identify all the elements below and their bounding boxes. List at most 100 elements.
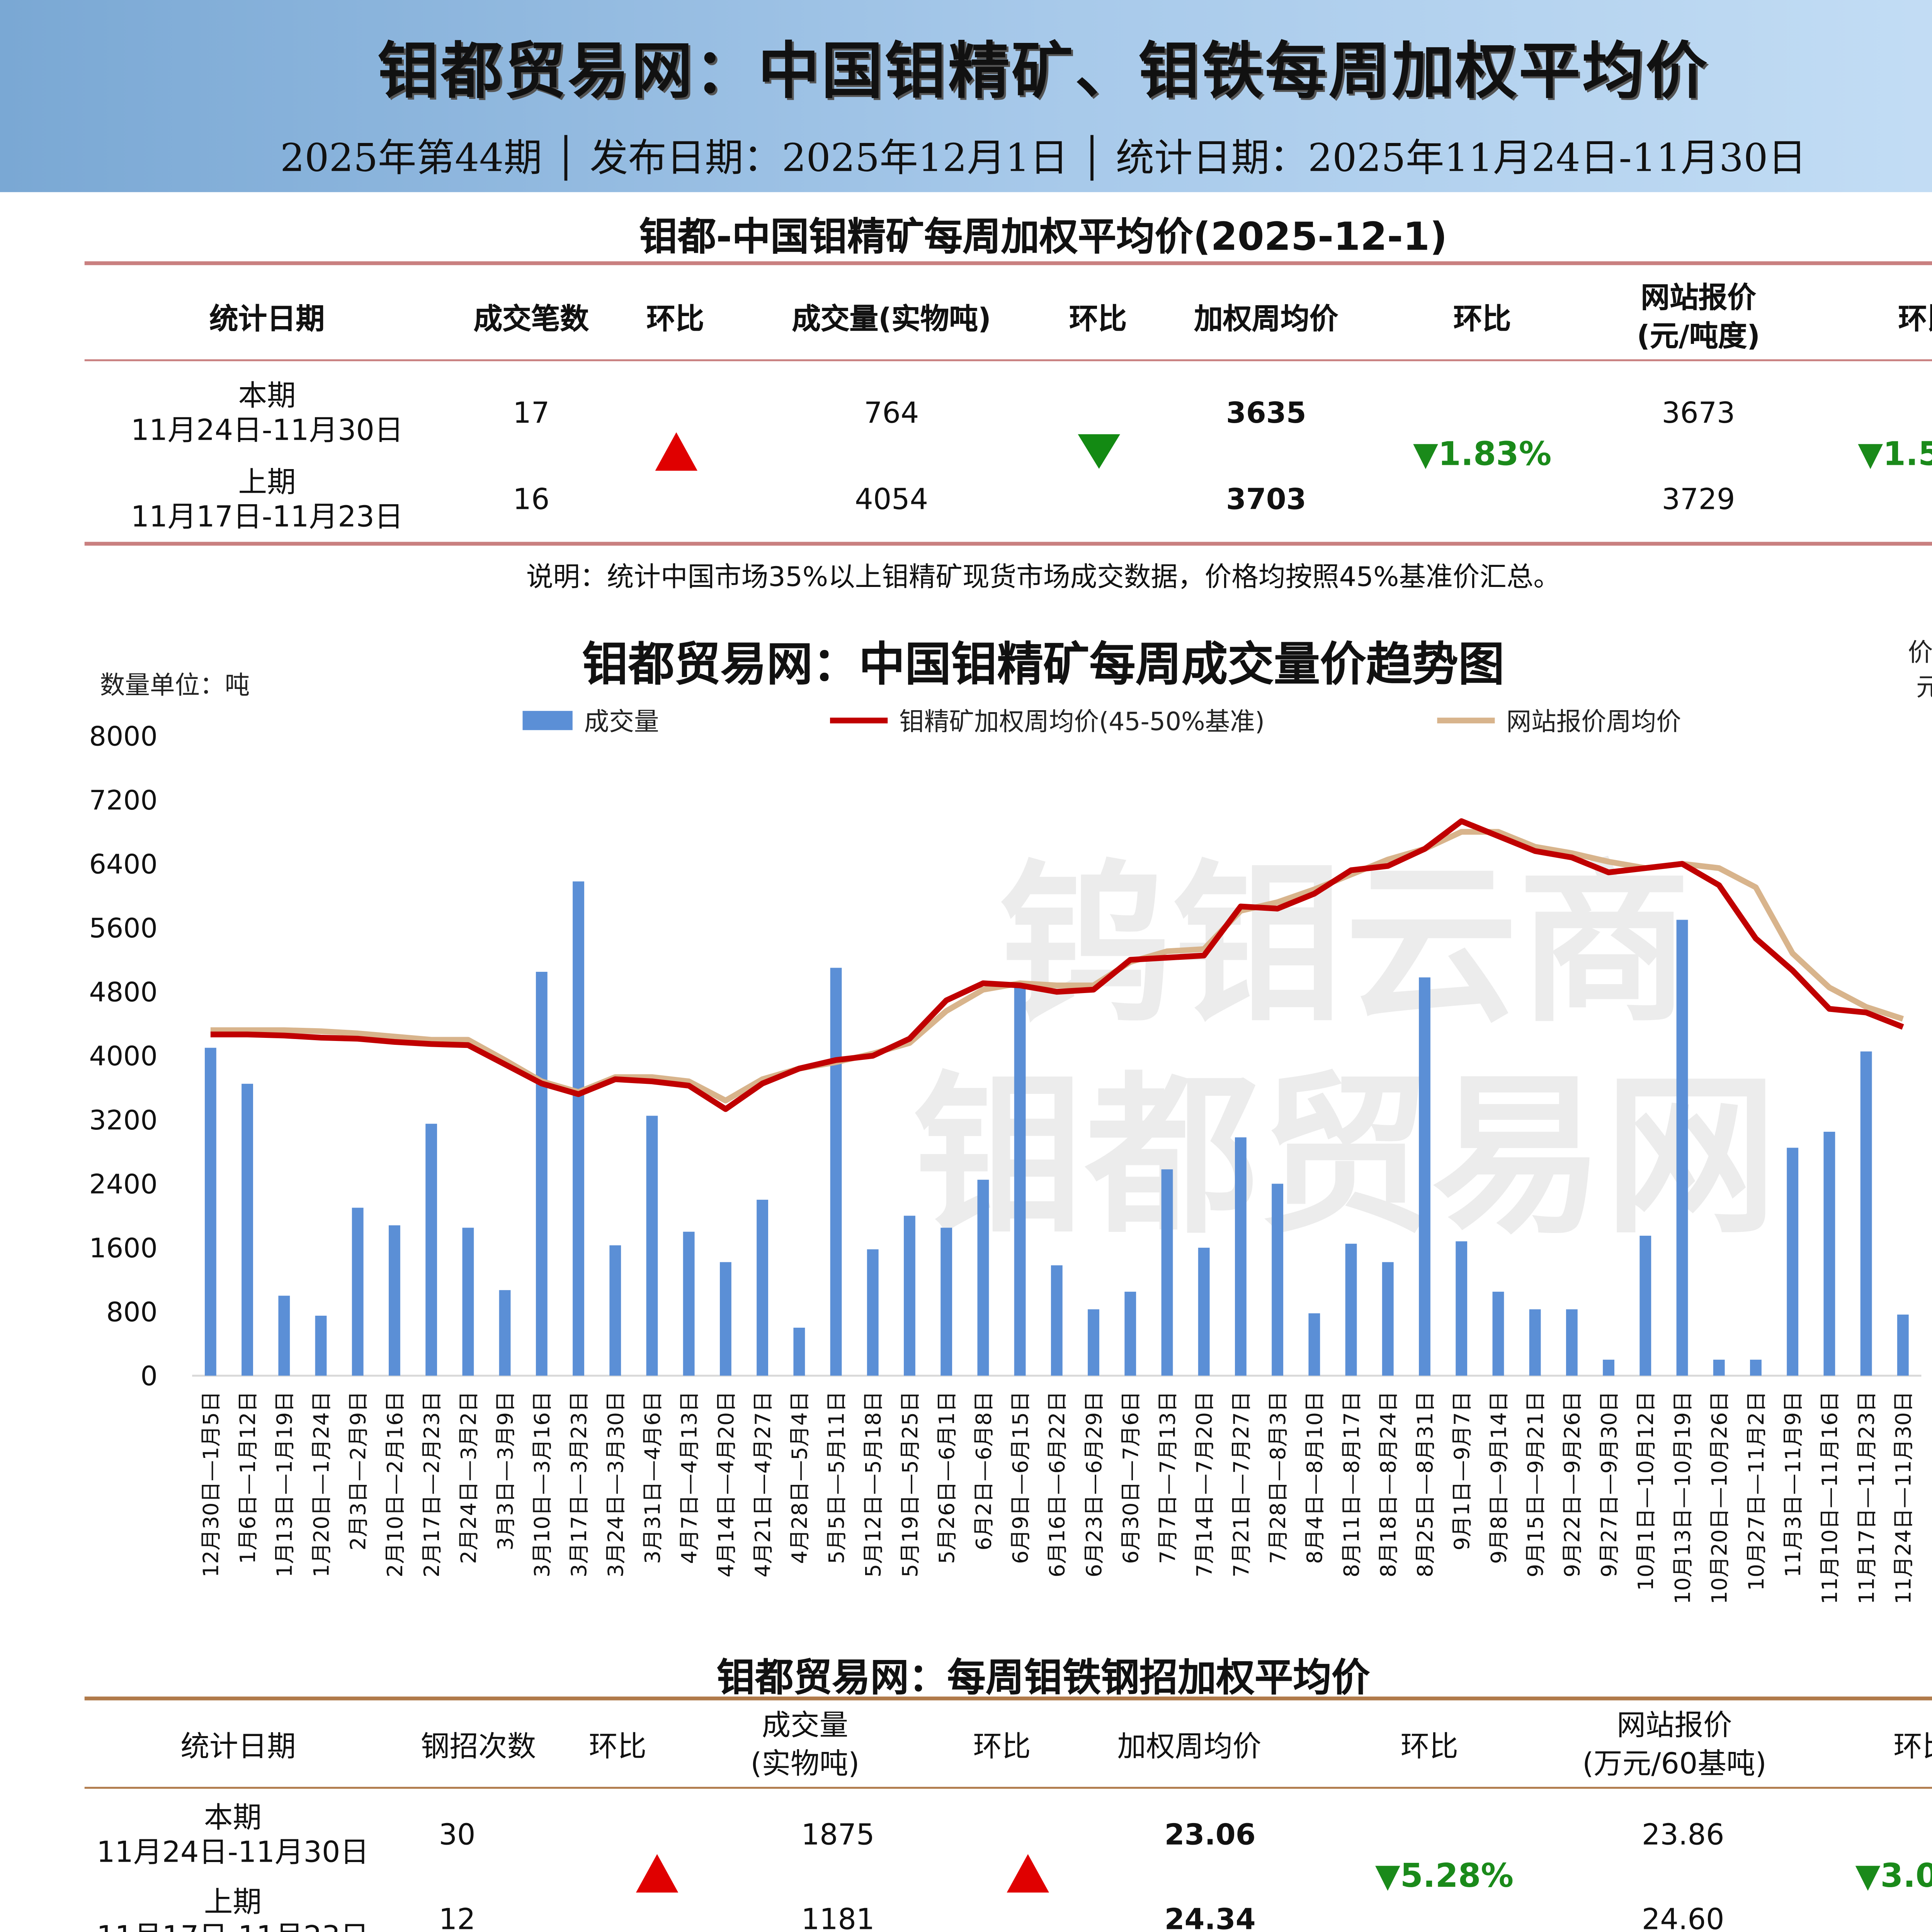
col-volume: 成交量(实物吨) bbox=[792, 301, 992, 335]
bar bbox=[1051, 1265, 1063, 1376]
col-wavg: 加权周均价 bbox=[1194, 301, 1338, 335]
bar bbox=[1860, 1051, 1872, 1376]
table2-header: 统计日期 钢招次数 环比 成交量 (实物吨) 环比 加权周均价 环比 网站报价 … bbox=[85, 1702, 1932, 1787]
bar bbox=[609, 1245, 621, 1376]
cell-volume-previous: 1181 bbox=[801, 1902, 875, 1932]
cell-site-change: ▼1.50% bbox=[1858, 436, 1932, 475]
bar bbox=[977, 1180, 989, 1376]
bar bbox=[793, 1328, 805, 1376]
svg-text:7月28日—8月3日: 7月28日—8月3日 bbox=[1265, 1391, 1290, 1564]
svg-text:8月18日—8月24日: 8月18日—8月24日 bbox=[1376, 1391, 1401, 1577]
bar bbox=[315, 1316, 327, 1376]
bar bbox=[1676, 920, 1688, 1376]
bar bbox=[1161, 1169, 1173, 1376]
table2-top-rule bbox=[84, 1696, 1932, 1701]
bar bbox=[1750, 1359, 1762, 1376]
svg-text:4月28日—5月4日: 4月28日—5月4日 bbox=[787, 1391, 812, 1564]
bar bbox=[1198, 1248, 1210, 1376]
svg-text:4月21日—4月27日: 4月21日—4月27日 bbox=[750, 1391, 775, 1577]
label-current: 本期 bbox=[238, 378, 296, 412]
cell-wavg-change: ▼5.28% bbox=[1375, 1858, 1514, 1896]
label-previous: 上期 bbox=[204, 1884, 262, 1920]
chart1-title: 钼都贸易网：中国钼精矿每周成交量价趋势图 bbox=[582, 638, 1505, 692]
svg-text:1月13日—1月19日: 1月13日—1月19日 bbox=[272, 1391, 297, 1577]
svg-text:6月16日—6月22日: 6月16日—6月22日 bbox=[1045, 1391, 1070, 1577]
svg-text:8月4日—8月10日: 8月4日—8月10日 bbox=[1302, 1391, 1327, 1564]
svg-text:2月24日—3月2日: 2月24日—3月2日 bbox=[456, 1391, 481, 1564]
svg-text:10月1日—10月12日: 10月1日—10月12日 bbox=[1633, 1391, 1658, 1591]
cell-tenders-change bbox=[605, 1793, 708, 1932]
svg-text:0: 0 bbox=[140, 1361, 157, 1392]
col-site-price: 网站报价 (元/吨度) bbox=[1636, 280, 1760, 354]
cell-tenders-previous: 12 bbox=[439, 1902, 476, 1932]
col-change: 环比 bbox=[1453, 301, 1511, 335]
cell-volume-previous: 4054 bbox=[855, 481, 929, 516]
cell-wavg-previous: 24.34 bbox=[1164, 1902, 1256, 1932]
svg-text:12月30日—1月5日: 12月30日—1月5日 bbox=[199, 1391, 223, 1577]
cell-site-current: 3673 bbox=[1662, 395, 1735, 430]
bar bbox=[1235, 1137, 1247, 1376]
col-date: 统计日期 bbox=[180, 1728, 296, 1763]
svg-text:7月14日—7月20日: 7月14日—7月20日 bbox=[1192, 1391, 1217, 1577]
cell-wavg-previous: 3703 bbox=[1226, 481, 1306, 516]
bar bbox=[425, 1124, 437, 1376]
svg-text:1月6日—1月12日: 1月6日—1月12日 bbox=[235, 1391, 260, 1564]
bar bbox=[757, 1199, 769, 1376]
svg-text:7月21日—7月27日: 7月21日—7月27日 bbox=[1229, 1391, 1253, 1577]
bar bbox=[1124, 1291, 1136, 1376]
label-previous: 上期 bbox=[238, 464, 296, 499]
label-current: 本期 bbox=[204, 1800, 262, 1835]
cell-volume-current: 764 bbox=[864, 395, 919, 430]
bar bbox=[1345, 1243, 1357, 1376]
table1-title: 钼都-中国钼精矿每周加权平均价(2025-12-1) bbox=[639, 213, 1447, 260]
svg-text:1月20日—1月24日: 1月20日—1月24日 bbox=[309, 1391, 333, 1577]
svg-text:5月26日—6月1日: 5月26日—6月1日 bbox=[934, 1391, 959, 1564]
col-change: 环比 bbox=[1400, 1728, 1459, 1763]
svg-text:4000: 4000 bbox=[89, 1041, 158, 1072]
svg-text:7月7日—7月13日: 7月7日—7月13日 bbox=[1155, 1391, 1180, 1564]
svg-text:2月3日—2月9日: 2月3日—2月9日 bbox=[346, 1391, 371, 1551]
table2-mid-rule bbox=[84, 1787, 1932, 1789]
svg-text:2月10日—2月16日: 2月10日—2月16日 bbox=[383, 1391, 407, 1577]
col-change: 环比 bbox=[1898, 301, 1932, 335]
dates-previous: 11月17日-11月23日 bbox=[131, 498, 403, 533]
svg-text:11月3日—11月9日: 11月3日—11月9日 bbox=[1781, 1391, 1805, 1577]
col-change: 环比 bbox=[973, 1728, 1031, 1763]
cell-site-previous: 3729 bbox=[1662, 481, 1735, 516]
svg-text:4月7日—4月13日: 4月7日—4月13日 bbox=[677, 1391, 702, 1564]
bar bbox=[830, 968, 842, 1376]
chart1-left-unit: 数量单位：吨 bbox=[100, 672, 250, 701]
svg-text:10月20日—10月26日: 10月20日—10月26日 bbox=[1707, 1391, 1732, 1604]
dates-current: 11月24日-11月30日 bbox=[131, 412, 403, 447]
cell-wavg-current: 3635 bbox=[1226, 395, 1306, 430]
table1-bottom-rule bbox=[84, 542, 1932, 546]
bar bbox=[242, 1083, 253, 1376]
svg-text:9月8日—9月14日: 9月8日—9月14日 bbox=[1486, 1391, 1511, 1564]
svg-text:3月24日—3月30日: 3月24日—3月30日 bbox=[603, 1391, 628, 1577]
bar bbox=[389, 1225, 400, 1376]
svg-text:2400: 2400 bbox=[89, 1168, 158, 1200]
bar bbox=[1639, 1236, 1651, 1376]
cell-wavg-current: 23.06 bbox=[1164, 1817, 1256, 1852]
svg-text:3月31日—4月6日: 3月31日—4月6日 bbox=[640, 1391, 665, 1564]
svg-text:成交量: 成交量 bbox=[584, 707, 659, 736]
svg-text:5月12日—5月18日: 5月12日—5月18日 bbox=[861, 1391, 886, 1577]
bar bbox=[1529, 1309, 1541, 1376]
svg-text:8000: 8000 bbox=[89, 721, 158, 752]
svg-text:6月2日—6月8日: 6月2日—6月8日 bbox=[971, 1391, 996, 1551]
bar bbox=[573, 881, 584, 1376]
svg-text:3月10日—3月16日: 3月10日—3月16日 bbox=[530, 1391, 554, 1577]
bar bbox=[499, 1290, 511, 1376]
table2-body: 本期 11月24日-11月30日 30 1875 23.06 ▼5.28% 23.… bbox=[85, 1793, 1932, 1932]
cell-deals-current: 17 bbox=[513, 395, 550, 430]
svg-text:钼都贸易网: 钼都贸易网 bbox=[913, 1056, 1777, 1257]
svg-text:5月5日—5月11日: 5月5日—5月11日 bbox=[824, 1391, 849, 1564]
svg-text:3200: 3200 bbox=[89, 1105, 158, 1136]
bar bbox=[1014, 988, 1026, 1376]
svg-text:10月27日—11月2日: 10月27日—11月2日 bbox=[1744, 1391, 1769, 1591]
chart1-molybdenum-concentrate: 钼都贸易网：中国钼精矿每周成交量价趋势图 数量单位：吨 价格单位 元/吨度 钨钼… bbox=[0, 615, 1932, 1633]
svg-text:9月1日—9月7日: 9月1日—9月7日 bbox=[1449, 1391, 1474, 1551]
